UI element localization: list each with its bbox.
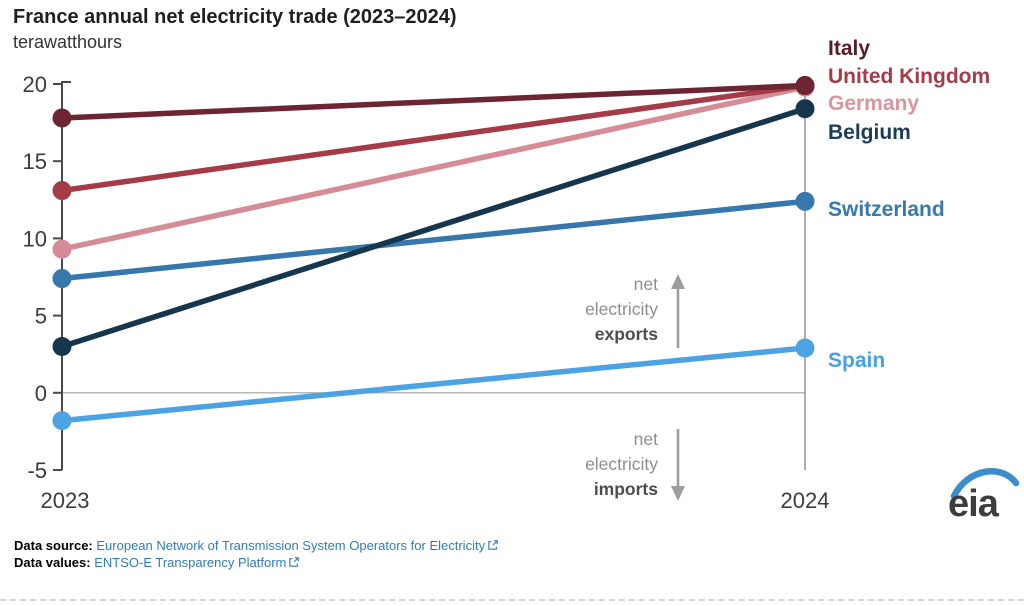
y-tick-label-15: 15 — [23, 149, 47, 174]
series-line-belgium — [61, 106, 806, 350]
series-line-germany — [61, 84, 806, 252]
eia-logo: eia — [948, 468, 1020, 520]
exports-annotation: net electricity exports — [480, 272, 689, 350]
series-dot-italy-2023 — [52, 108, 72, 128]
series-dot-belgium-2023 — [52, 336, 72, 356]
y-tick-label-20: 20 — [23, 72, 47, 97]
imports-line1: net — [633, 429, 658, 449]
series-dot-spain-2023 — [52, 411, 72, 431]
data-values-label: Data values: — [14, 555, 91, 570]
chart-unit-label: terawatthours — [13, 32, 123, 52]
series-dot-switzerland-2024 — [795, 191, 815, 211]
series-label-italy: Italy — [828, 37, 870, 60]
series-line-united-kingdom — [61, 82, 806, 194]
external-link-icon — [289, 554, 300, 571]
series-dot-germany-2023 — [52, 239, 72, 259]
exports-line2: electricity — [585, 299, 658, 319]
imports-annotation: net electricity imports — [480, 427, 689, 505]
series-label-united-kingdom: United Kingdom — [828, 65, 990, 88]
data-values-link[interactable]: ENTSO-E Transparency Platform — [94, 555, 287, 570]
series-line-switzerland — [61, 198, 806, 282]
imports-line3: imports — [593, 479, 658, 499]
y-tick-label-10: 10 — [23, 226, 47, 251]
series-dot-spain-2024 — [795, 338, 815, 358]
series-dot-united-kingdom-2023 — [52, 181, 72, 201]
data-source-row: Data source: European Network of Transmi… — [14, 537, 498, 554]
arrow-down-icon — [671, 429, 685, 501]
arrow-up-icon — [671, 274, 685, 348]
exports-line1: net — [633, 274, 658, 294]
external-link-icon — [488, 537, 498, 554]
data-values-row: Data values: ENTSO-E Transparency Platfo… — [14, 554, 498, 571]
y-tick-label-0: 0 — [35, 381, 47, 406]
imports-annotation-text: net electricity imports — [480, 427, 658, 502]
series-label-germany: Germany — [828, 92, 919, 115]
x-label-2024: 2024 — [781, 488, 830, 513]
imports-line2: electricity — [585, 454, 658, 474]
series-dot-belgium-2024 — [795, 99, 815, 119]
series-label-switzerland: Switzerland — [828, 198, 945, 221]
chart-title: France annual net electricity trade (202… — [13, 6, 457, 28]
eia-logo-swoosh — [950, 468, 1020, 500]
series-line-italy — [61, 82, 806, 121]
exports-annotation-text: net electricity exports — [480, 272, 658, 347]
footer: Data source: European Network of Transmi… — [14, 537, 498, 571]
series-dot-switzerland-2023 — [52, 269, 72, 289]
series-line-spain — [61, 345, 806, 424]
data-source-label: Data source: — [14, 538, 93, 553]
y-tick-label-5: 5 — [35, 304, 47, 329]
series-dot-italy-2024 — [795, 76, 815, 96]
x-label-2023: 2023 — [41, 488, 90, 513]
series-label-belgium: Belgium — [828, 121, 911, 144]
data-source-link[interactable]: European Network of Transmission System … — [96, 538, 486, 553]
bottom-dashed-divider — [0, 599, 1024, 601]
series-label-spain: Spain — [828, 349, 885, 372]
eia-logo-text: eia — [948, 483, 1000, 520]
exports-line3: exports — [594, 324, 658, 344]
y-tick-label--5: -5 — [27, 458, 47, 483]
